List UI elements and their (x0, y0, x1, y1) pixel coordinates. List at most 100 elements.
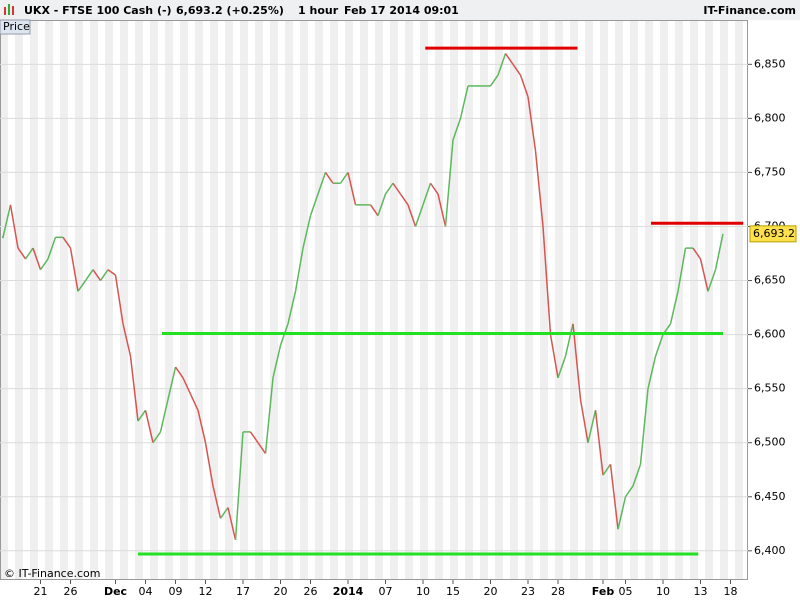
price-segment (122, 323, 132, 357)
x-tick-label: 26 (64, 585, 78, 598)
y-tick-label: 6,550 (754, 382, 786, 395)
price-segment (459, 85, 469, 119)
x-tick-label: 20 (484, 585, 498, 598)
x-tick-label: Dec (104, 585, 127, 598)
price-segment (392, 182, 402, 195)
x-tick-label: 17 (236, 585, 250, 598)
price-segment (452, 118, 462, 141)
last-price-label: 6,693.2 (753, 227, 795, 240)
brand: IT-Finance.com (703, 4, 796, 17)
price-segment (414, 204, 424, 227)
y-tick-label: 6,400 (754, 544, 786, 557)
price-segment (527, 96, 537, 151)
price-segment (639, 388, 649, 465)
price-segment (167, 366, 177, 400)
price-segment (227, 507, 237, 541)
price-segment (182, 377, 192, 395)
price-segment (62, 236, 72, 249)
price-segment (152, 431, 162, 444)
price-segment (324, 172, 334, 184)
price-segment (219, 507, 229, 519)
x-tick-label: 05 (619, 585, 633, 598)
price-segment (654, 334, 664, 357)
price-segment (107, 269, 116, 276)
price-segment (174, 366, 184, 379)
price-segment (542, 226, 552, 335)
x-tick-label: 10 (416, 585, 430, 598)
price-segment (512, 63, 522, 76)
price-segment (69, 247, 79, 292)
price-segment (602, 463, 612, 476)
x-tick-label: Feb (592, 585, 615, 598)
price-segment (369, 204, 379, 217)
price-segment (17, 247, 27, 260)
y-tick-label: 6,750 (754, 165, 786, 178)
price-segment (647, 356, 657, 389)
price-segment (99, 269, 109, 281)
price-segment (264, 377, 274, 454)
y-tick-label: 6,650 (754, 274, 786, 287)
price-segment (77, 280, 87, 292)
price-segment (159, 399, 169, 433)
price-segment (504, 53, 514, 65)
price-segment (617, 496, 627, 530)
interval: 1 hour (298, 4, 339, 17)
price-segment (557, 355, 567, 379)
price-segment (144, 410, 154, 443)
x-tick-label: 21 (34, 585, 48, 598)
price-segment (407, 204, 417, 227)
price-segment (287, 291, 297, 324)
header-bar (0, 0, 800, 20)
price-segment (437, 193, 447, 227)
y-tick-label: 6,600 (754, 328, 786, 341)
y-tick-label: 6,450 (754, 490, 786, 503)
price-segment (384, 182, 394, 195)
price-segment (534, 150, 544, 227)
x-tick-label: 09 (169, 585, 183, 598)
y-tick-label: 6,500 (754, 436, 786, 449)
timestamp: Feb 17 2014 09:01 (344, 4, 459, 17)
price-segment (549, 334, 559, 378)
price-segment (587, 410, 597, 443)
x-tick-label: 10 (656, 585, 670, 598)
price-segment (257, 442, 267, 454)
price-segment (714, 233, 724, 270)
x-tick-label: 13 (694, 585, 708, 598)
x-tick-label: 23 (521, 585, 535, 598)
price-segment (579, 399, 589, 443)
price-segment (339, 172, 349, 184)
price-segment (197, 410, 207, 443)
price-segment (189, 393, 199, 411)
price-segment (317, 172, 327, 195)
price-segment (212, 485, 222, 519)
price-segment (204, 442, 214, 487)
panel-label-box (0, 19, 31, 35)
price-segment (572, 323, 582, 400)
price-segment (632, 464, 642, 487)
x-tick-label: 20 (274, 585, 288, 598)
price-segment (399, 193, 409, 206)
price-segment (564, 323, 574, 357)
x-tick-label: 18 (724, 585, 738, 598)
x-tick-label: 07 (379, 585, 393, 598)
price-segment (84, 269, 94, 281)
price-segment (129, 356, 139, 422)
price-segment (699, 258, 709, 292)
price-segment (347, 172, 357, 206)
x-tick-label: 15 (446, 585, 460, 598)
y-tick-label: 6,800 (754, 111, 786, 124)
price-segment (249, 431, 259, 444)
x-tick-label: 2014 (333, 585, 364, 598)
price-segment (609, 464, 619, 530)
price-segment (444, 139, 454, 227)
price-segment (429, 182, 439, 195)
x-tick-label: 28 (551, 585, 565, 598)
price-segment (114, 275, 124, 324)
price-segment (692, 247, 702, 260)
logo (4, 4, 14, 15)
price-segment (294, 247, 304, 292)
price-segment (309, 193, 319, 216)
price-segment (519, 74, 529, 98)
price-segment (302, 215, 312, 249)
